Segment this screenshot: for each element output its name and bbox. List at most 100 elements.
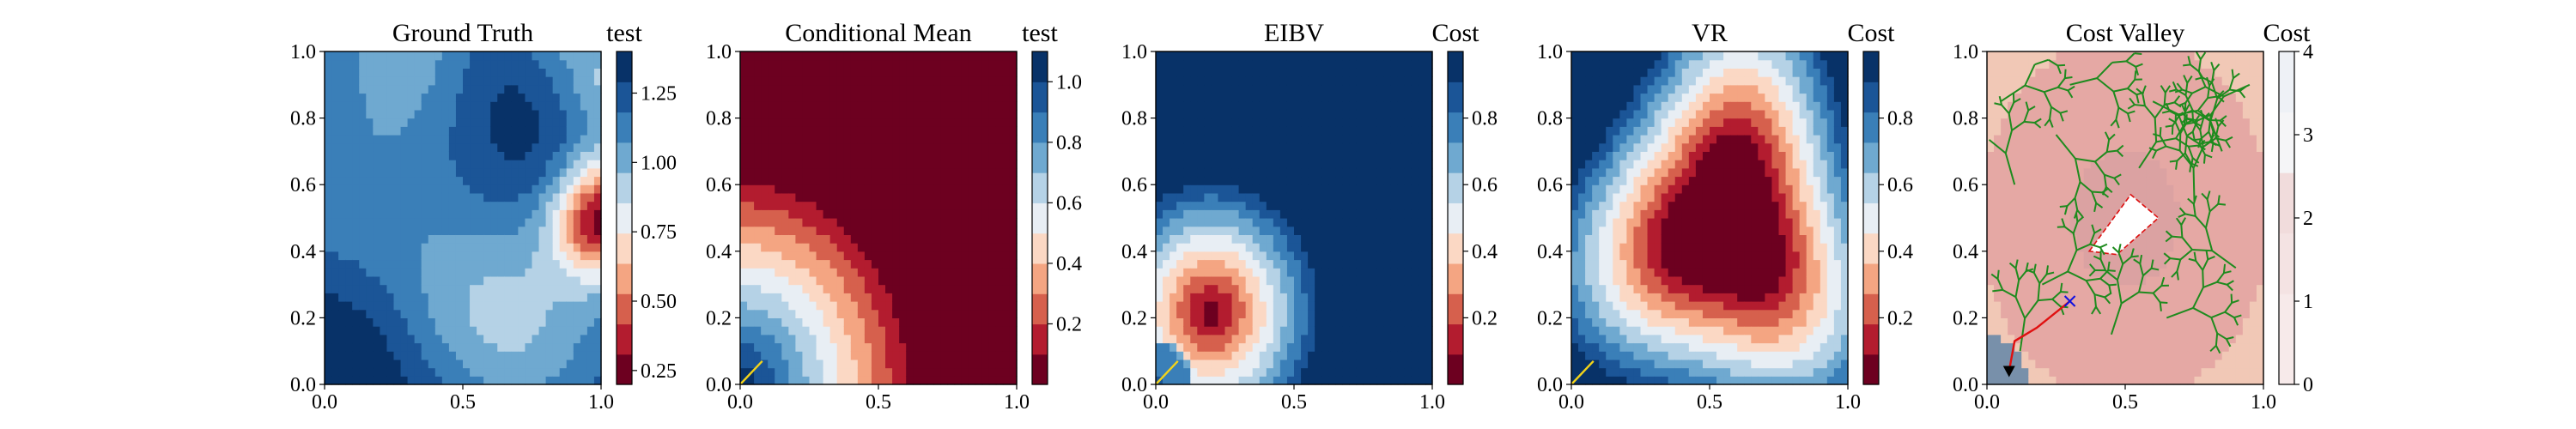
heatmap-cell bbox=[497, 293, 505, 302]
heatmap-cell bbox=[1411, 251, 1419, 261]
heatmap-cell bbox=[843, 275, 852, 286]
heatmap-cell bbox=[448, 326, 457, 335]
heatmap-cell bbox=[483, 76, 491, 86]
heatmap-cell bbox=[1286, 51, 1295, 61]
heatmap-cell bbox=[386, 93, 395, 102]
heatmap-cell bbox=[747, 201, 755, 210]
heatmap-cell bbox=[1308, 101, 1315, 111]
heatmap-cell bbox=[775, 376, 782, 385]
colorbar-swatch bbox=[617, 293, 632, 325]
heatmap-cell bbox=[933, 93, 942, 102]
heatmap-cell bbox=[1279, 76, 1288, 86]
heatmap-cell bbox=[802, 151, 811, 160]
heatmap-cell bbox=[434, 184, 443, 194]
heatmap-cell bbox=[1218, 209, 1226, 219]
heatmap-cell bbox=[975, 359, 983, 369]
heatmap-cell bbox=[975, 351, 983, 360]
heatmap-cell bbox=[1294, 51, 1302, 61]
heatmap-cell bbox=[1571, 226, 1579, 235]
heatmap-cell bbox=[775, 109, 782, 119]
heatmap-cell bbox=[1224, 201, 1233, 210]
heatmap-cell bbox=[490, 118, 498, 127]
heatmap-cell bbox=[325, 135, 332, 144]
heatmap-cell bbox=[566, 334, 574, 344]
heatmap-cell bbox=[455, 359, 464, 369]
heatmap-cell bbox=[573, 84, 581, 94]
heatmap-cell bbox=[1009, 251, 1018, 261]
heatmap-cell bbox=[1308, 135, 1315, 144]
heatmap-cell bbox=[1425, 59, 1433, 69]
heatmap-cell bbox=[455, 234, 464, 244]
heatmap-cell bbox=[1342, 201, 1350, 210]
heatmap-cell bbox=[1397, 376, 1406, 385]
heatmap-cell bbox=[836, 68, 845, 77]
heatmap-cell bbox=[1156, 309, 1163, 318]
heatmap-cell bbox=[380, 226, 388, 235]
heatmap-cell bbox=[1259, 84, 1267, 94]
heatmap-cell bbox=[518, 334, 526, 344]
heatmap-cell bbox=[961, 84, 969, 94]
heatmap-cell bbox=[373, 59, 380, 69]
heatmap-cell bbox=[352, 259, 360, 269]
heatmap-cell bbox=[441, 351, 450, 360]
heatmap-cell bbox=[338, 275, 346, 286]
heatmap-cell bbox=[483, 326, 491, 335]
heatmap-cell bbox=[1315, 201, 1322, 210]
heatmap-cell bbox=[386, 118, 395, 127]
heatmap-cell bbox=[325, 184, 332, 194]
heatmap-cell bbox=[1356, 376, 1364, 385]
heatmap-cell bbox=[1279, 142, 1288, 152]
heatmap-cell bbox=[414, 192, 422, 202]
heatmap-cell bbox=[788, 201, 796, 210]
heatmap-cell bbox=[947, 284, 956, 293]
heatmap-cell bbox=[518, 135, 526, 144]
heatmap-cell bbox=[947, 151, 956, 160]
heatmap-cell bbox=[1231, 184, 1240, 194]
heatmap-cell bbox=[518, 293, 526, 302]
heatmap-cell bbox=[463, 284, 471, 293]
heatmap-cell bbox=[761, 284, 769, 293]
heatmap-cell bbox=[428, 301, 436, 311]
heatmap-cell bbox=[1266, 326, 1274, 335]
heatmap-cell bbox=[345, 84, 353, 94]
heatmap-cell bbox=[325, 268, 332, 277]
heatmap-cell bbox=[1211, 160, 1219, 169]
heatmap-cell bbox=[359, 192, 367, 202]
heatmap-cell bbox=[1156, 275, 1163, 286]
heatmap-cell bbox=[740, 142, 748, 152]
heatmap-cell bbox=[740, 135, 748, 144]
heatmap-cell bbox=[331, 309, 339, 318]
heatmap-cell bbox=[1190, 184, 1198, 194]
heatmap-cell bbox=[1252, 109, 1261, 119]
heatmap-cell bbox=[428, 76, 436, 86]
heatmap-cell bbox=[1315, 359, 1322, 369]
heatmap-cell bbox=[885, 126, 893, 136]
heatmap-cell bbox=[1245, 226, 1254, 235]
heatmap-cell bbox=[1411, 275, 1419, 286]
heatmap-cell bbox=[864, 151, 872, 160]
heatmap-cell bbox=[441, 176, 450, 185]
heatmap-cell bbox=[1190, 59, 1198, 69]
heatmap-cell bbox=[1404, 93, 1413, 102]
heatmap-cell bbox=[421, 142, 429, 152]
heatmap-cell bbox=[1294, 101, 1302, 111]
heatmap-cell bbox=[1266, 342, 1274, 352]
heatmap-cell bbox=[338, 334, 346, 344]
heatmap-cell bbox=[885, 192, 893, 202]
heatmap-cell bbox=[1190, 301, 1198, 311]
heatmap-cell bbox=[781, 326, 789, 335]
heatmap-cell bbox=[1163, 301, 1170, 311]
heatmap-cell bbox=[1170, 151, 1177, 160]
heatmap-cell bbox=[1170, 351, 1177, 360]
heatmap-cell bbox=[325, 142, 332, 152]
heatmap-cell bbox=[1390, 359, 1399, 369]
heatmap-cell bbox=[1286, 376, 1295, 385]
heatmap-cell bbox=[1315, 234, 1322, 244]
heatmap-cell bbox=[1279, 351, 1288, 360]
heatmap-cell bbox=[1204, 176, 1212, 185]
heatmap-cell bbox=[878, 151, 886, 160]
heatmap-cell bbox=[1211, 243, 1219, 252]
heatmap-cell bbox=[878, 284, 886, 293]
heatmap-cell bbox=[1571, 351, 1579, 360]
heatmap-cell bbox=[761, 201, 769, 210]
